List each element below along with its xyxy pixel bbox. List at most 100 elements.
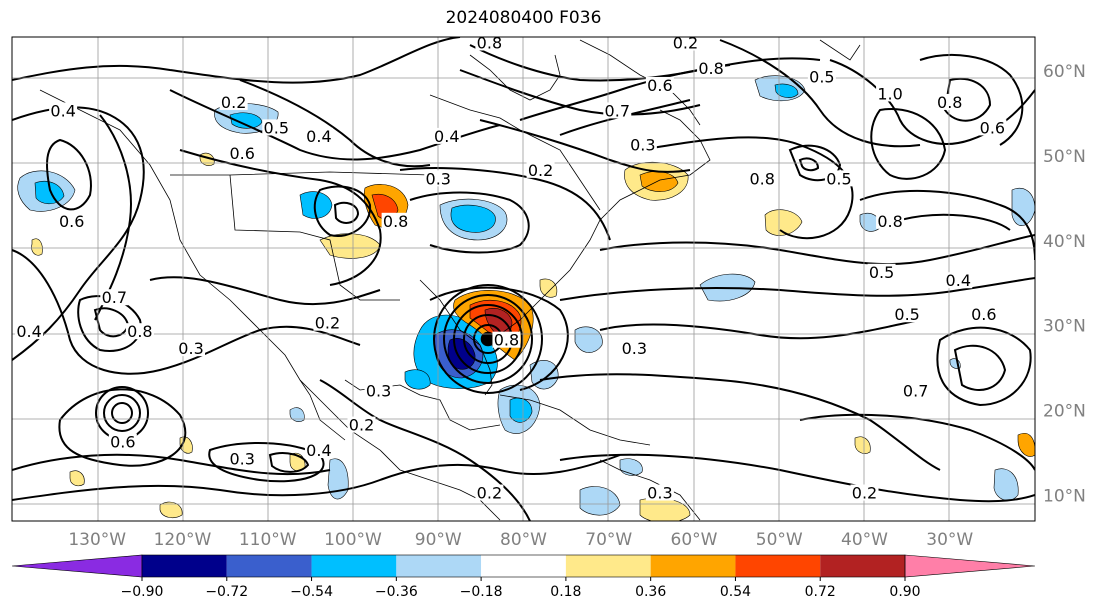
contour-label-bg: [969, 306, 998, 323]
contour-label: 0.2: [477, 484, 502, 503]
lon-tick-label: 130°W: [68, 530, 126, 550]
colorbar-segment: [820, 555, 905, 577]
contour-label-bg: [603, 102, 632, 119]
contour-label-bg: [228, 144, 257, 161]
colorbar-segment: [311, 555, 397, 577]
lon-tick-label: 50°W: [756, 530, 803, 550]
contour-label: 0.5: [826, 169, 851, 188]
contour-label-bg: [620, 340, 649, 357]
contour-label: 0.5: [869, 263, 894, 282]
colorbar-tick-label: 0.54: [720, 584, 751, 600]
contour-label: 0.2: [852, 484, 877, 503]
contour-label: 0.8: [494, 331, 519, 350]
contour-label: 0.2: [315, 314, 340, 333]
contour-label-bg: [492, 331, 521, 348]
coastlines: [39, 39, 861, 521]
contour-label-bg: [304, 127, 333, 144]
contour-label: 0.2: [349, 416, 374, 435]
contour-label: 0.3: [229, 450, 254, 469]
contour-label: 0.2: [221, 93, 246, 112]
contour-label: 0.4: [434, 127, 459, 146]
colorbar-tick-label: −0.54: [290, 584, 333, 600]
colorbar-segment: [650, 555, 736, 577]
contour-label-bg: [262, 119, 291, 136]
contour-label-bg: [15, 323, 44, 340]
contour-label: 0.3: [647, 484, 672, 503]
lon-tick-label: 110°W: [239, 530, 297, 550]
contour-label-bg: [49, 102, 78, 119]
contour-label-bg: [824, 170, 853, 187]
contour-label-bg: [935, 93, 964, 110]
contour-label-bg: [697, 59, 726, 76]
contour-label: 0.3: [622, 339, 647, 358]
contour-label: 1.0: [877, 84, 902, 103]
contour-label: 0.5: [894, 305, 919, 324]
lat-tick-label: 40°N: [1043, 232, 1086, 252]
contour-label-bg: [748, 170, 777, 187]
contour-label-bg: [645, 76, 674, 93]
lon-tick-label: 120°W: [154, 530, 212, 550]
lon-tick-label: 70°W: [585, 530, 632, 550]
contour-label: 0.3: [366, 382, 391, 401]
colorbar-tick-label: −0.36: [375, 584, 418, 600]
contour-label: 0.8: [383, 212, 408, 231]
contour-label: 0.4: [946, 271, 971, 290]
contour-label: 0.5: [264, 118, 289, 137]
contour-label: 0.6: [110, 433, 135, 452]
contour-label-bg: [313, 314, 342, 331]
contour-label-bg: [671, 37, 700, 51]
contour-label-bg: [526, 161, 555, 178]
contour-label: 0.8: [698, 59, 723, 78]
contour-label-bg: [901, 382, 930, 399]
contour-label: 0.8: [127, 322, 152, 341]
contour-label: 0.8: [749, 169, 774, 188]
lat-tick-label: 50°N: [1043, 147, 1086, 167]
contour-label: 0.4: [306, 127, 331, 146]
contour-label-bg: [876, 212, 905, 229]
latitude-labels: 60°N 50°N 40°N 30°N 20°N 10°N: [1043, 62, 1086, 507]
contour-label-bg: [424, 170, 453, 187]
map-title: 2024080400 F036: [445, 8, 602, 28]
contour-label-bg: [347, 416, 376, 433]
contour-label: 0.6: [647, 76, 672, 95]
colorbar: −0.90 −0.72 −0.54 −0.36 −0.18 0.18 0.36 0.54 0.7…: [11, 554, 1036, 600]
contour-label-bg: [850, 484, 879, 501]
contour-label-bg: [57, 212, 86, 229]
lat-tick-label: 30°N: [1043, 317, 1086, 337]
contour-label-bg: [867, 263, 896, 280]
contour-label: 0.7: [605, 101, 630, 120]
colorbar-tick-label: 0.18: [550, 584, 581, 600]
colorbar-tick-label: 0.90: [889, 584, 920, 600]
colorbar-extend-high: [904, 554, 1036, 578]
contour-label: 0.6: [59, 212, 84, 231]
colorbar-tick-label: 0.72: [805, 584, 836, 600]
contour-label-bg: [978, 119, 1007, 136]
contour-label: 0.5: [809, 67, 834, 86]
map-frame: [11, 36, 1036, 522]
contour-label-bg: [219, 93, 248, 110]
colorbar-tick-label: −0.18: [460, 584, 503, 600]
contour-label-bg: [876, 85, 905, 102]
colorbar-segment: [142, 555, 227, 577]
contour-label: 0.4: [50, 101, 75, 120]
colorbar-outline: [141, 554, 906, 578]
contour-label-bg: [893, 306, 922, 323]
contour-label-bg: [304, 442, 333, 459]
contour-label: 0.6: [980, 118, 1005, 137]
contour-label: 0.3: [426, 169, 451, 188]
colorbar-segment: [396, 555, 482, 577]
contour-label-bg: [475, 484, 504, 501]
lat-tick-label: 60°N: [1043, 62, 1086, 82]
lon-tick-label: 90°W: [415, 530, 462, 550]
contour-label: 0.8: [477, 33, 502, 52]
lon-tick-label: 40°W: [841, 530, 888, 550]
graticule: [12, 37, 1035, 521]
contour-label-bg: [364, 382, 393, 399]
contour-label: 0.7: [903, 382, 928, 401]
contour-label: 0.4: [16, 322, 41, 341]
contour-label: 0.7: [102, 288, 127, 307]
colorbar-extend-low: [11, 554, 143, 578]
contour-label-bg: [628, 136, 657, 153]
contour-label: 0.2: [528, 161, 553, 180]
